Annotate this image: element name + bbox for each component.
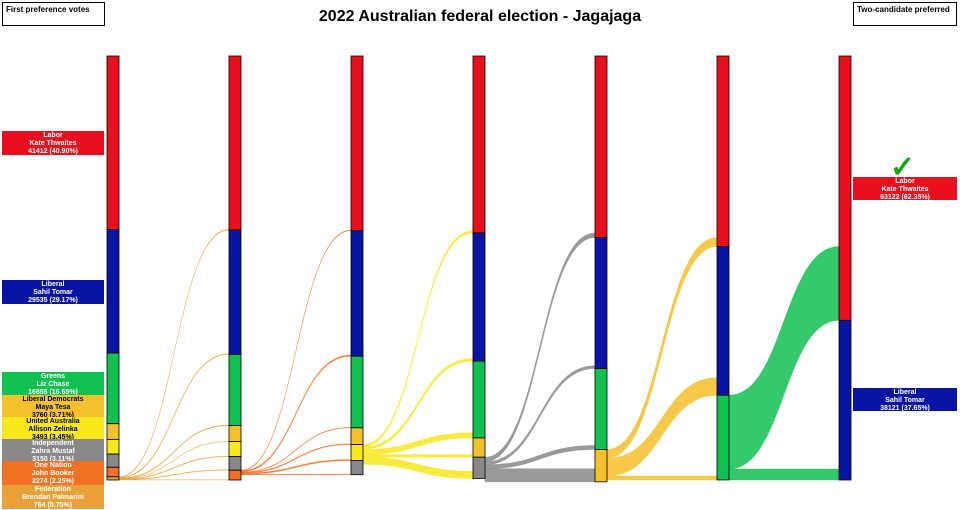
bar-segment-independent-stage-3: [473, 457, 485, 478]
bar-segment-greens-stage-0: [107, 353, 119, 424]
bar-segment-greens-stage-2: [351, 356, 363, 428]
bar-segment-united-australia-stage-1: [229, 442, 241, 457]
candidate-name: Liz Chase: [2, 381, 104, 389]
candidate-name: Sahil Tomar: [2, 289, 104, 297]
bar-segment-greens-stage-1: [229, 354, 241, 425]
bar-segment-greens-stage-5: [717, 395, 729, 480]
candidate-party: Liberal: [2, 281, 104, 289]
candidate-votes: 41412 (40.90%): [2, 148, 104, 156]
flow-greens-to-liberal: [729, 469, 839, 480]
flow-united-australia-to-labor: [363, 231, 473, 447]
flow-independent-to-labor: [485, 233, 595, 462]
bar-segment-independent-stage-1: [229, 457, 241, 471]
flow-one-nation-to-labor: [241, 230, 351, 471]
bar-segment-independent-stage-2: [351, 461, 363, 475]
flow-independent-to-liberal-democrats: [485, 469, 595, 482]
candidate-name: John Booker: [2, 470, 104, 478]
flow-federation-to-liberal: [119, 354, 229, 478]
candidate-party: United Australia: [2, 418, 104, 426]
bar-segment-federation-stage-0: [107, 477, 119, 480]
bar-segment-liberal-stage-6: [839, 320, 851, 480]
candidate-name: Brendan Palmarini: [2, 494, 104, 502]
candidate-party: Independent: [2, 440, 104, 448]
bar-segment-liberal-stage-5: [717, 247, 729, 396]
bar-segment-greens-stage-3: [473, 361, 485, 438]
final-votes: 38121 (37.65%): [853, 405, 957, 413]
bar-segment-liberal-stage-4: [595, 238, 607, 369]
flow-united-australia-to-liberal-democrats: [363, 455, 473, 458]
bar-segment-labor-stage-3: [473, 56, 485, 233]
bar-segment-liberal-stage-3: [473, 233, 485, 361]
bar-segment-one-nation-stage-1: [229, 470, 241, 480]
candidate-party: Greens: [2, 373, 104, 381]
flow-one-nation-to-greens: [241, 427, 351, 472]
flow-liberal-democrats-to-greens: [607, 476, 717, 480]
bar-segment-one-nation-stage-0: [107, 467, 119, 477]
flow-greens-to-labor: [729, 247, 839, 469]
final-name: Kate Thwaites: [853, 186, 957, 194]
flow-liberal-democrats-to-liberal: [607, 378, 717, 476]
bar-segment-liberal-democrats-stage-4: [595, 449, 607, 481]
bar-segment-independent-stage-0: [107, 454, 119, 467]
candidate-name: Kate Thwaites: [2, 140, 104, 148]
bar-segment-liberal-stage-1: [229, 230, 241, 354]
candidate-name: Maya Tesa: [2, 404, 104, 412]
candidate-party: One Nation: [2, 462, 104, 470]
bar-segment-liberal-democrats-stage-0: [107, 424, 119, 440]
final-party: Liberal: [853, 389, 957, 397]
candidate-party: Federation: [2, 486, 104, 494]
bar-segment-liberal-stage-0: [107, 229, 119, 353]
bar-segment-labor-stage-6: [839, 56, 851, 320]
bar-segment-labor-stage-4: [595, 56, 607, 238]
bar-segment-labor-stage-5: [717, 56, 729, 247]
candidate-name: Zahra Mustaf: [2, 448, 104, 456]
candidate-party: Liberal Democrats: [2, 396, 104, 404]
bar-segment-liberal-democrats-stage-1: [229, 426, 241, 442]
bar-segment-liberal-democrats-stage-2: [351, 428, 363, 445]
bar-segment-liberal-stage-2: [351, 231, 363, 357]
candidate-votes: 29535 (29.17%): [2, 297, 104, 305]
bar-segment-labor-stage-0: [107, 56, 119, 229]
flow-united-australia-to-independent: [363, 457, 473, 478]
bar-segment-labor-stage-2: [351, 56, 363, 231]
final-name: Sahil Tomar: [853, 397, 957, 405]
final-votes: 63122 (62.35%): [853, 194, 957, 202]
flow-one-nation-to-independent: [241, 474, 351, 475]
checkmark-icon: ✓: [890, 150, 915, 185]
flow-one-nation-to-liberal: [241, 355, 351, 472]
flow-one-nation-to-liberal-democrats: [241, 444, 351, 473]
bar-segment-greens-stage-4: [595, 369, 607, 450]
bar-segment-united-australia-stage-0: [107, 439, 119, 454]
bar-segment-liberal-democrats-stage-3: [473, 438, 485, 457]
candidate-name: Allison Zelinka: [2, 426, 104, 434]
flow-federation-to-labor: [119, 229, 229, 477]
bar-segment-united-australia-stage-2: [351, 444, 363, 460]
candidate-party: Labor: [2, 132, 104, 140]
bar-segment-labor-stage-1: [229, 56, 241, 230]
